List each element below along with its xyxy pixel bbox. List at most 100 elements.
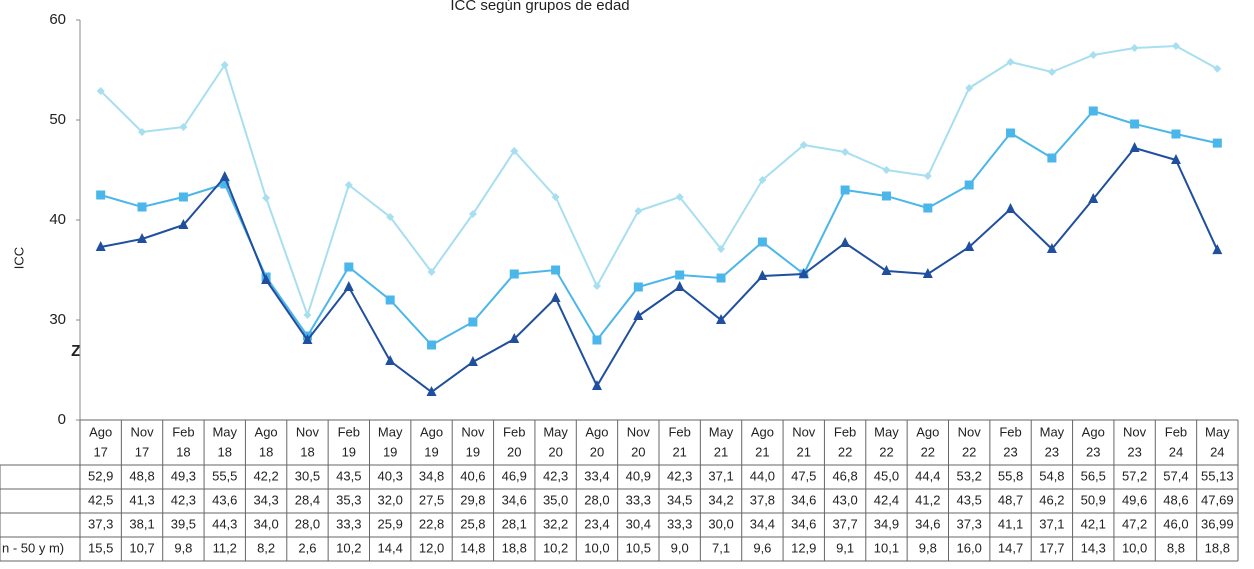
table-cell: 37,7 — [832, 516, 857, 531]
point — [509, 269, 519, 279]
table-cell: 49,6 — [1122, 492, 1147, 507]
table-cell: 29,8 — [460, 492, 485, 507]
point — [716, 314, 727, 324]
point — [1047, 68, 1056, 76]
table-cell: 12,9 — [791, 540, 816, 555]
point — [592, 335, 602, 345]
x-tick-label: 24 — [1210, 444, 1224, 459]
x-tick-label: May — [212, 424, 237, 439]
series-line — [100, 146, 1219, 394]
table-cell: 34,8 — [419, 468, 444, 483]
table-cell: 12,0 — [419, 540, 444, 555]
table-cell: 23,4 — [584, 516, 609, 531]
table-cell: 38,1 — [129, 516, 154, 531]
x-tick-label: 19 — [466, 444, 480, 459]
axis-break: Z — [71, 343, 81, 360]
table-cell: 35,3 — [336, 492, 361, 507]
point — [137, 202, 147, 212]
x-tick-label: Nov — [461, 424, 485, 439]
table-cell: 10,0 — [1122, 540, 1147, 555]
point — [302, 334, 313, 344]
point — [1213, 64, 1222, 73]
x-tick-label: 18 — [300, 444, 314, 459]
table-cell: 43,6 — [212, 492, 237, 507]
point — [1089, 51, 1098, 59]
table-cell: 44,0 — [750, 468, 775, 483]
table-cell: 42,3 — [171, 492, 196, 507]
point — [1006, 58, 1015, 66]
table-cell: 42,1 — [1081, 516, 1106, 531]
table-cell: 18,8 — [502, 540, 527, 555]
x-tick-label: Ago — [420, 424, 443, 439]
x-tick-label: 22 — [921, 444, 935, 459]
point — [468, 210, 477, 218]
point — [178, 192, 188, 202]
x-tick-label: Feb — [338, 424, 360, 439]
table-cell: 37,1 — [1039, 516, 1064, 531]
point — [303, 311, 312, 319]
table-cell: 45,0 — [874, 468, 899, 483]
x-tick-label: Nov — [627, 424, 651, 439]
table-cell: 46,8 — [832, 468, 857, 483]
x-tick-label: Nov — [130, 424, 154, 439]
table-cell: 14,7 — [998, 540, 1023, 555]
point — [1046, 243, 1057, 253]
table-cell: 40,3 — [378, 468, 403, 483]
x-tick-label: May — [543, 424, 568, 439]
x-tick-label: 17 — [135, 444, 149, 459]
table-cell: 10,5 — [626, 540, 651, 555]
point — [923, 172, 932, 180]
table-cell: 47,5 — [791, 468, 816, 483]
point — [758, 176, 767, 184]
table-cell: 9,6 — [753, 540, 771, 555]
point — [261, 274, 272, 284]
table-cell: 22,8 — [419, 516, 444, 531]
y-tick-label: 60 — [49, 11, 66, 28]
table-cell: 34,3 — [253, 492, 278, 507]
x-tick-label: 22 — [962, 444, 976, 459]
point — [591, 380, 602, 390]
table-cell: 46,2 — [1039, 492, 1064, 507]
table-cell: 55,13 — [1201, 468, 1234, 483]
x-tick-label: May — [378, 424, 403, 439]
point — [757, 270, 768, 280]
table-cell: 44,3 — [212, 516, 237, 531]
x-tick-label: 23 — [1086, 444, 1100, 459]
series-line — [99, 44, 1218, 319]
point — [716, 273, 726, 283]
x-tick-label: Feb — [172, 424, 194, 439]
point — [343, 281, 354, 291]
table-cell: 50,9 — [1081, 492, 1106, 507]
table-cell: 34,6 — [791, 492, 816, 507]
table-cell: 11,2 — [213, 540, 237, 555]
x-tick-label: Feb — [834, 424, 856, 439]
point — [138, 128, 147, 136]
point — [344, 181, 353, 189]
table-cell: 42,3 — [543, 468, 568, 483]
point — [1212, 244, 1223, 255]
point — [1129, 142, 1140, 152]
table-cell: 48,6 — [1163, 492, 1188, 507]
x-tick-label: 23 — [1045, 444, 1059, 459]
table-cell: 28,0 — [295, 516, 320, 531]
table-cell: 8,8 — [1167, 540, 1185, 555]
row-label: n - 50 y m) — [2, 540, 64, 555]
point — [220, 61, 229, 69]
table-cell: 10,7 — [129, 540, 154, 555]
point — [262, 194, 271, 202]
point — [1006, 128, 1016, 138]
point — [634, 207, 643, 215]
table-cell: 39,5 — [171, 516, 196, 531]
x-tick-label: Ago — [89, 424, 112, 439]
x-tick-label: 21 — [797, 444, 811, 459]
x-tick-label: 22 — [838, 444, 852, 459]
point — [179, 123, 188, 131]
point — [385, 355, 396, 365]
y-tick-label: 40 — [49, 211, 66, 228]
table-cell: 48,7 — [998, 492, 1023, 507]
table-cell: 41,1 — [998, 516, 1023, 531]
table-cell: 37,1 — [708, 468, 733, 483]
x-tick-label: Ago — [255, 424, 278, 439]
x-tick-label: Ago — [585, 424, 608, 439]
table-cell: 46,0 — [1163, 516, 1188, 531]
